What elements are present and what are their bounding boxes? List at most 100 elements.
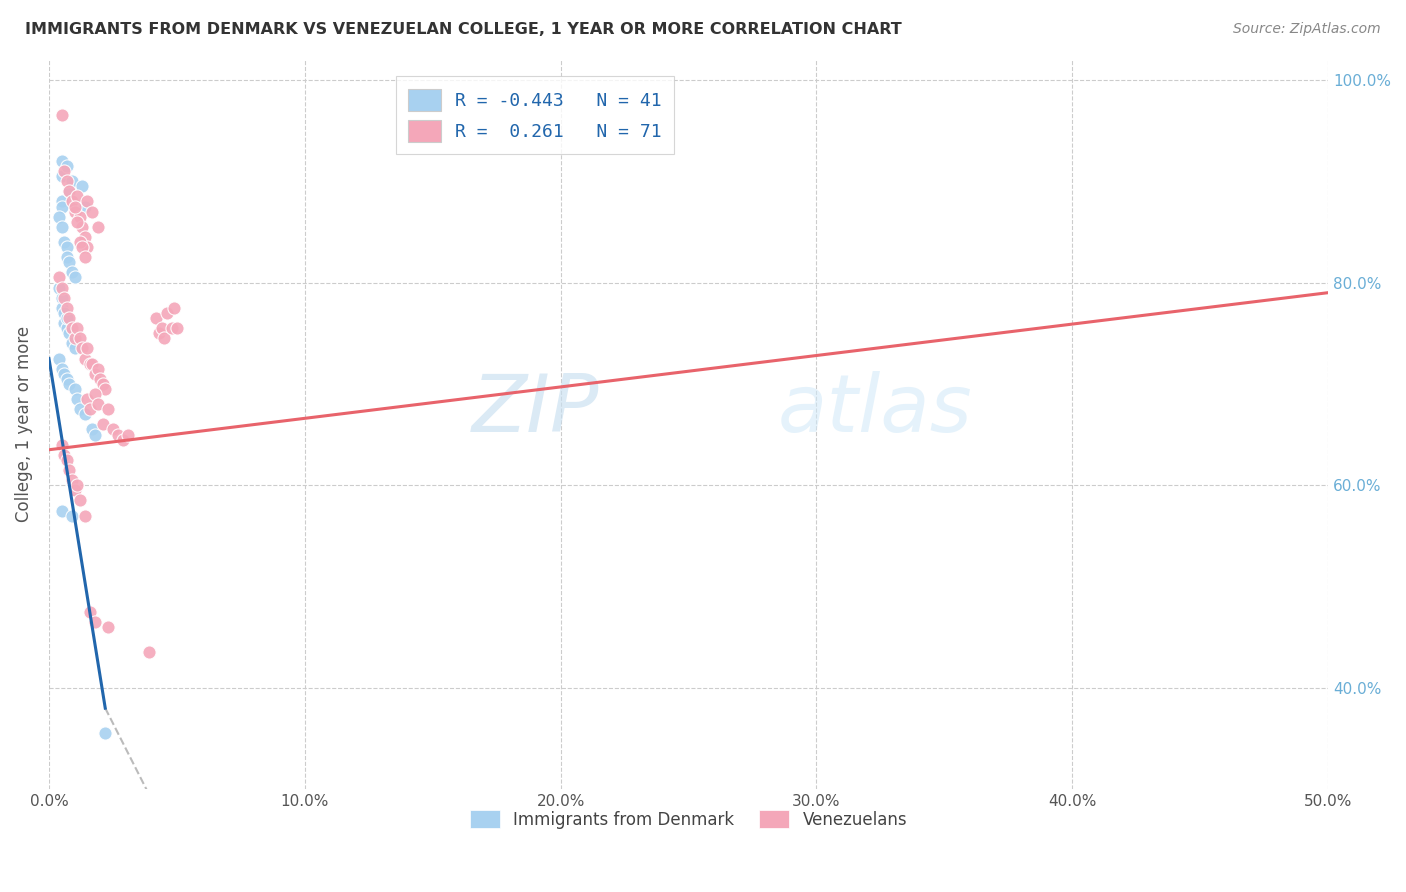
Point xyxy=(70,179,93,194)
Point xyxy=(56,311,79,326)
Point xyxy=(60,174,83,188)
Point xyxy=(51,194,73,209)
Point xyxy=(94,382,117,396)
Point xyxy=(56,240,79,254)
Point xyxy=(53,164,76,178)
Point xyxy=(86,219,108,234)
Point xyxy=(53,367,76,381)
Point xyxy=(97,620,120,634)
Point xyxy=(58,255,80,269)
Point xyxy=(48,351,70,366)
Point xyxy=(56,250,79,264)
Point xyxy=(160,321,183,335)
Point xyxy=(63,342,86,356)
Point xyxy=(63,270,86,285)
Point xyxy=(51,280,73,294)
Text: ZIP: ZIP xyxy=(471,371,599,449)
Point xyxy=(66,215,89,229)
Point xyxy=(48,210,70,224)
Point xyxy=(101,422,124,436)
Point xyxy=(53,306,76,320)
Point xyxy=(56,159,79,173)
Point xyxy=(97,402,120,417)
Point xyxy=(82,422,104,436)
Point xyxy=(69,235,91,249)
Point xyxy=(84,367,107,381)
Point xyxy=(70,342,93,356)
Point xyxy=(56,301,79,315)
Point xyxy=(76,240,98,254)
Point xyxy=(48,280,70,294)
Point xyxy=(66,478,89,492)
Point xyxy=(73,508,96,523)
Text: Source: ZipAtlas.com: Source: ZipAtlas.com xyxy=(1233,22,1381,37)
Point xyxy=(58,311,80,326)
Point xyxy=(58,463,80,477)
Point xyxy=(82,357,104,371)
Point xyxy=(153,331,176,345)
Point xyxy=(60,321,83,335)
Point xyxy=(58,185,80,199)
Point xyxy=(76,342,98,356)
Point xyxy=(56,453,79,467)
Point xyxy=(58,326,80,341)
Point xyxy=(69,331,91,345)
Text: atlas: atlas xyxy=(778,371,973,449)
Point xyxy=(79,402,101,417)
Point xyxy=(69,210,91,224)
Point xyxy=(166,321,188,335)
Point xyxy=(48,270,70,285)
Point xyxy=(117,427,139,442)
Point xyxy=(145,311,167,326)
Point xyxy=(56,321,79,335)
Point xyxy=(79,605,101,619)
Point xyxy=(91,376,114,391)
Point xyxy=(60,336,83,351)
Point xyxy=(84,387,107,401)
Point xyxy=(82,204,104,219)
Point xyxy=(53,291,76,305)
Point xyxy=(51,301,73,315)
Point xyxy=(51,503,73,517)
Point xyxy=(63,382,86,396)
Y-axis label: College, 1 year or more: College, 1 year or more xyxy=(15,326,32,523)
Point xyxy=(51,108,73,122)
Point xyxy=(138,645,160,659)
Point xyxy=(79,357,101,371)
Point xyxy=(66,189,89,203)
Point xyxy=(66,392,89,406)
Point xyxy=(84,427,107,442)
Point xyxy=(73,250,96,264)
Point xyxy=(51,169,73,183)
Point xyxy=(86,361,108,376)
Point xyxy=(63,483,86,498)
Point xyxy=(56,174,79,188)
Point xyxy=(60,473,83,487)
Point xyxy=(51,200,73,214)
Point xyxy=(148,326,170,341)
Point xyxy=(107,427,129,442)
Point xyxy=(51,438,73,452)
Point xyxy=(76,194,98,209)
Text: IMMIGRANTS FROM DENMARK VS VENEZUELAN COLLEGE, 1 YEAR OR MORE CORRELATION CHART: IMMIGRANTS FROM DENMARK VS VENEZUELAN CO… xyxy=(25,22,903,37)
Point xyxy=(63,204,86,219)
Point xyxy=(163,301,186,315)
Point xyxy=(53,448,76,462)
Point xyxy=(91,417,114,432)
Point xyxy=(70,240,93,254)
Point xyxy=(73,407,96,421)
Point xyxy=(63,331,86,345)
Point xyxy=(69,493,91,508)
Point xyxy=(51,153,73,168)
Point xyxy=(70,219,93,234)
Point xyxy=(58,185,80,199)
Point xyxy=(76,392,98,406)
Legend: Immigrants from Denmark, Venezuelans: Immigrants from Denmark, Venezuelans xyxy=(463,804,914,836)
Point xyxy=(73,200,96,214)
Point xyxy=(73,351,96,366)
Point xyxy=(51,291,73,305)
Point xyxy=(60,265,83,279)
Point xyxy=(58,376,80,391)
Point xyxy=(53,235,76,249)
Point xyxy=(150,321,173,335)
